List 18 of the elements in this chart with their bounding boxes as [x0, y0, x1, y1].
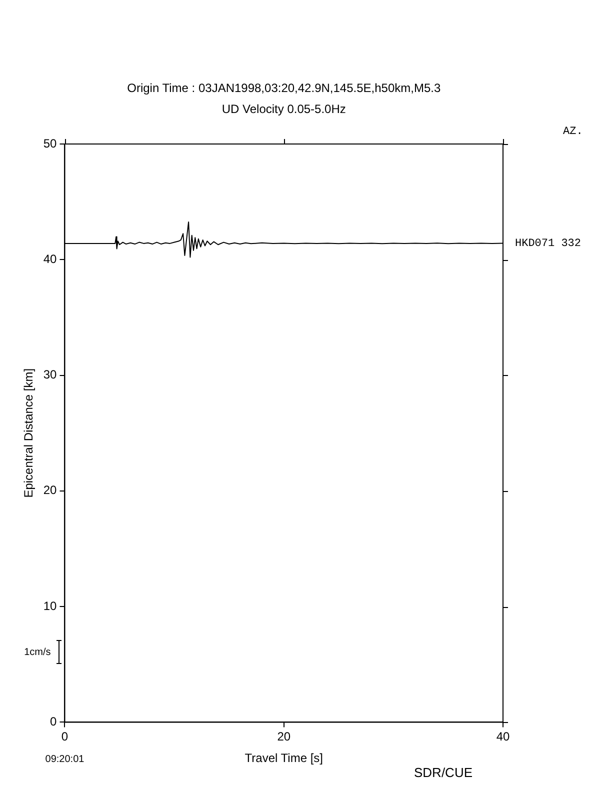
y-axis-title: Epicentral Distance [km]	[22, 368, 36, 498]
x-axis-title: Travel Time [s]	[244, 751, 323, 766]
text: 1cm/s	[24, 646, 51, 658]
y-tick-label: 50	[43, 136, 58, 150]
y-tick-label: 10	[43, 598, 58, 613]
y-tick-label: 40	[43, 252, 58, 266]
y-tick-label: 30	[43, 368, 58, 382]
chart-title: Origin Time : 03JAN1998,03:20,42.9N,145.5E,h50km,M5.3	[127, 81, 441, 95]
x-tick-label: 40	[496, 730, 510, 744]
text: SDR/CUE	[414, 764, 473, 780]
chart-subtitle: UD Velocity 0.05-5.0Hz	[222, 102, 346, 116]
series-label: HKD071 332	[515, 238, 582, 250]
x-tick-label: 0	[61, 730, 68, 744]
y-tick-label: 20	[43, 483, 58, 498]
text: AZ.	[563, 126, 583, 138]
y-tick-label: 0	[50, 714, 58, 729]
x-tick-label: 20	[277, 730, 291, 744]
text: 09:20:01	[45, 754, 85, 765]
